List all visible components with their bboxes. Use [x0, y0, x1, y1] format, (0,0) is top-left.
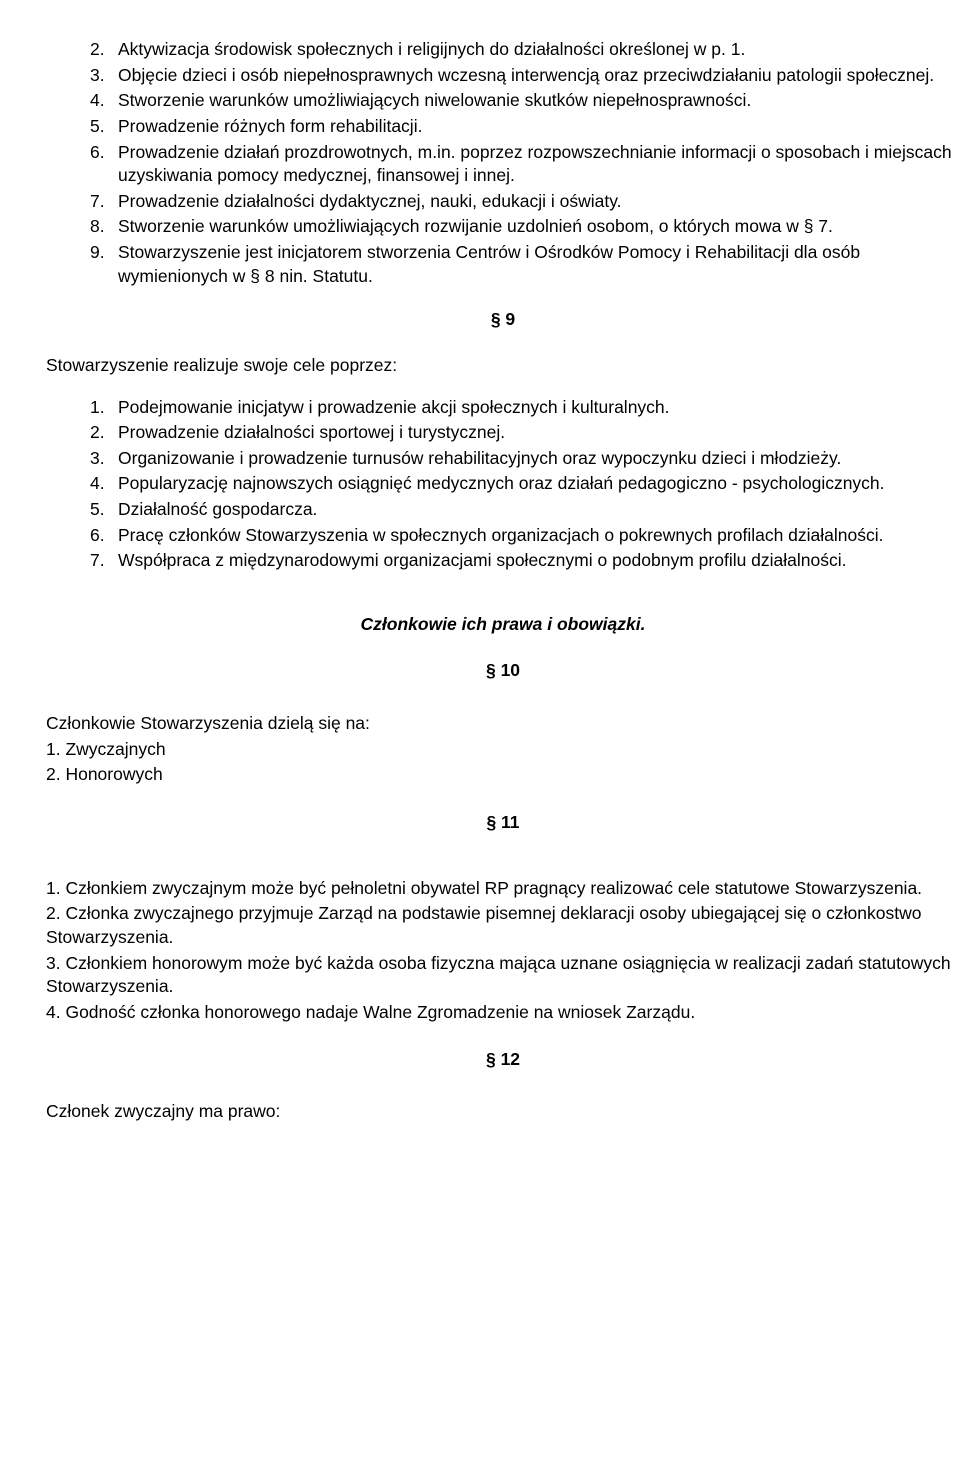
item-number: 6. [90, 524, 118, 548]
item-text: Działalność gospodarcza. [118, 498, 960, 522]
list-item: 5.Działalność gospodarcza. [90, 498, 960, 522]
item-number: 1. [90, 396, 118, 420]
section-mark-11: § 11 [46, 811, 960, 835]
item-text: Podejmowanie inicjatyw i prowadzenie akc… [118, 396, 960, 420]
item-number: 5. [90, 498, 118, 522]
item-number: 6. [90, 141, 118, 188]
item-text: Współpraca z międzynarodowymi organizacj… [118, 549, 960, 573]
sec11-line: 3. Członkiem honorowym może być każda os… [46, 952, 960, 999]
sec11-block: 1. Członkiem zwyczajnym może być pełnole… [46, 877, 960, 1025]
section-mark-10: § 10 [46, 659, 960, 683]
item-number: 9. [90, 241, 118, 288]
item-text: Organizowanie i prowadzenie turnusów reh… [118, 447, 960, 471]
item-text: Stowarzyszenie jest inicjatorem stworzen… [118, 241, 960, 288]
section-mark-12: § 12 [46, 1048, 960, 1072]
list-item: 3.Objęcie dzieci i osób niepełnosprawnyc… [90, 64, 960, 88]
item-text: Prowadzenie działań prozdrowotnych, m.in… [118, 141, 960, 188]
item-text: Popularyzację najnowszych osiągnięć medy… [118, 472, 960, 496]
list-sec8-continued: 2.Aktywizacja środowisk społecznych i re… [46, 38, 960, 288]
sec10-line: 2. Honorowych [46, 763, 960, 787]
item-number: 7. [90, 190, 118, 214]
item-number: 8. [90, 215, 118, 239]
section-mark-9: § 9 [46, 308, 960, 332]
item-number: 2. [90, 421, 118, 445]
item-number: 2. [90, 38, 118, 62]
sec10-intro: Członkowie Stowarzyszenia dzielą się na: [46, 712, 960, 736]
sec11-line: 4. Godność członka honorowego nadaje Wal… [46, 1001, 960, 1025]
item-text: Prowadzenie działalności sportowej i tur… [118, 421, 960, 445]
sec11-line: 2. Członka zwyczajnego przyjmuje Zarząd … [46, 902, 960, 949]
list-item: 2.Prowadzenie działalności sportowej i t… [90, 421, 960, 445]
sec10-block: Członkowie Stowarzyszenia dzielą się na:… [46, 712, 960, 787]
item-number: 7. [90, 549, 118, 573]
item-text: Prowadzenie różnych form rehabilitacji. [118, 115, 960, 139]
members-section-title: Członkowie ich prawa i obowiązki. [46, 613, 960, 637]
item-text: Pracę członków Stowarzyszenia w społeczn… [118, 524, 960, 548]
sec9-intro: Stowarzyszenie realizuje swoje cele popr… [46, 354, 960, 378]
item-text: Objęcie dzieci i osób niepełnosprawnych … [118, 64, 960, 88]
list-item: 5.Prowadzenie różnych form rehabilitacji… [90, 115, 960, 139]
sec10-line: 1. Zwyczajnych [46, 738, 960, 762]
list-item: 2.Aktywizacja środowisk społecznych i re… [90, 38, 960, 62]
list-item: 4.Popularyzację najnowszych osiągnięć me… [90, 472, 960, 496]
item-number: 4. [90, 472, 118, 496]
list-item: 3.Organizowanie i prowadzenie turnusów r… [90, 447, 960, 471]
item-text: Prowadzenie działalności dydaktycznej, n… [118, 190, 960, 214]
list-item: 9.Stowarzyszenie jest inicjatorem stworz… [90, 241, 960, 288]
list-sec9: 1.Podejmowanie inicjatyw i prowadzenie a… [46, 396, 960, 573]
item-text: Aktywizacja środowisk społecznych i reli… [118, 38, 960, 62]
sec11-line: 1. Członkiem zwyczajnym może być pełnole… [46, 877, 960, 901]
item-number: 5. [90, 115, 118, 139]
list-item: 7.Prowadzenie działalności dydaktycznej,… [90, 190, 960, 214]
list-item: 6.Pracę członków Stowarzyszenia w społec… [90, 524, 960, 548]
item-text: Stworzenie warunków umożliwiających niwe… [118, 89, 960, 113]
list-item: 6.Prowadzenie działań prozdrowotnych, m.… [90, 141, 960, 188]
item-number: 3. [90, 447, 118, 471]
item-text: Stworzenie warunków umożliwiających rozw… [118, 215, 960, 239]
list-item: 4.Stworzenie warunków umożliwiających ni… [90, 89, 960, 113]
item-number: 3. [90, 64, 118, 88]
item-number: 4. [90, 89, 118, 113]
sec12-intro: Członek zwyczajny ma prawo: [46, 1100, 960, 1124]
list-item: 1.Podejmowanie inicjatyw i prowadzenie a… [90, 396, 960, 420]
list-item: 7.Współpraca z międzynarodowymi organiza… [90, 549, 960, 573]
list-item: 8.Stworzenie warunków umożliwiających ro… [90, 215, 960, 239]
